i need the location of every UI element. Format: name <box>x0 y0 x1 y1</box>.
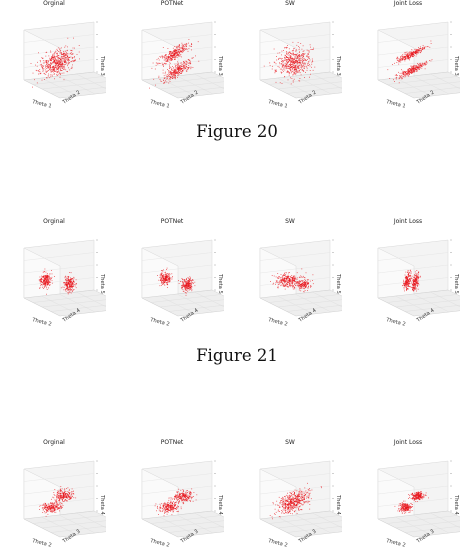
axis-label-z: Theta 3 <box>217 55 223 76</box>
axis-label-x: Theta 2 <box>149 538 171 547</box>
figure-caption: Figure 20 <box>0 122 474 141</box>
panel-title: SW <box>238 439 342 446</box>
panel-title: Joint Loss <box>356 439 460 446</box>
panel-title: Orginal <box>2 218 106 225</box>
axis-label-z: Theta 4 <box>99 494 105 516</box>
axis-label-z: Theta 5 <box>217 273 223 294</box>
axis-label-x: Theta 2 <box>385 317 407 326</box>
axis-label-x: Theta 2 <box>149 317 171 326</box>
axis-label-x: Theta 1 <box>267 99 289 108</box>
axis-label-z: Theta 4 <box>453 494 459 516</box>
axis-label-x: Theta 1 <box>31 99 53 108</box>
axis-label-x: Theta 1 <box>149 99 171 108</box>
panel-title: POTNet <box>120 218 224 225</box>
axis-label-z: Theta 3 <box>335 55 341 76</box>
axis-label-z: Theta 5 <box>453 273 459 294</box>
axis-label-z: Theta 5 <box>335 273 341 294</box>
axis-label-x: Theta 2 <box>385 538 407 547</box>
panel-title: Orginal <box>2 439 106 446</box>
axis-label-x: Theta 1 <box>385 99 407 108</box>
panel-title: SW <box>238 0 342 7</box>
axis-label-z: Theta 3 <box>99 55 105 76</box>
axis-label-z: Theta 3 <box>453 55 459 76</box>
panel-title: Orginal <box>2 0 106 7</box>
axis-label-x: Theta 2 <box>31 317 53 326</box>
axis-label-z: Theta 4 <box>217 494 223 516</box>
axis-label-z: Theta 4 <box>335 494 341 516</box>
panel-title: Joint Loss <box>356 218 460 225</box>
figure-caption: Figure 21 <box>0 346 474 365</box>
panel-title: Joint Loss <box>356 0 460 7</box>
panel-title: SW <box>238 218 342 225</box>
axis-label-x: Theta 2 <box>267 538 289 547</box>
panel-title: POTNet <box>120 439 224 446</box>
axis-label-x: Theta 2 <box>31 538 53 547</box>
panel-title: POTNet <box>120 0 224 7</box>
axis-label-z: Theta 5 <box>99 273 105 294</box>
axis-label-x: Theta 2 <box>267 317 289 326</box>
